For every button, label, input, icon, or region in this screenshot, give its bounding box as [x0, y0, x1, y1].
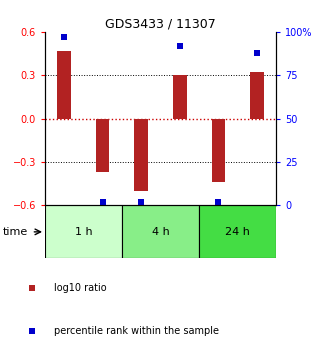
Bar [212, 119, 225, 182]
Bar [199, 205, 276, 258]
Point [29, 285, 34, 291]
Bar [45, 205, 122, 258]
Point [100, 199, 105, 205]
Text: GDS3433 / 11307: GDS3433 / 11307 [105, 18, 216, 31]
Text: 4 h: 4 h [152, 227, 169, 237]
Text: log10 ratio: log10 ratio [54, 283, 106, 293]
Text: 1 h: 1 h [75, 227, 92, 237]
Point [62, 34, 67, 40]
Bar [96, 119, 109, 172]
Text: time: time [3, 227, 29, 237]
Point [29, 328, 34, 334]
Point [216, 199, 221, 205]
Text: percentile rank within the sample: percentile rank within the sample [54, 326, 219, 336]
Bar [57, 51, 71, 119]
Bar [122, 205, 199, 258]
Text: 24 h: 24 h [225, 227, 250, 237]
Bar [250, 72, 264, 119]
Point [254, 50, 259, 56]
Bar [134, 119, 148, 191]
Point [139, 199, 144, 205]
Bar [173, 75, 187, 119]
Point [177, 43, 182, 48]
